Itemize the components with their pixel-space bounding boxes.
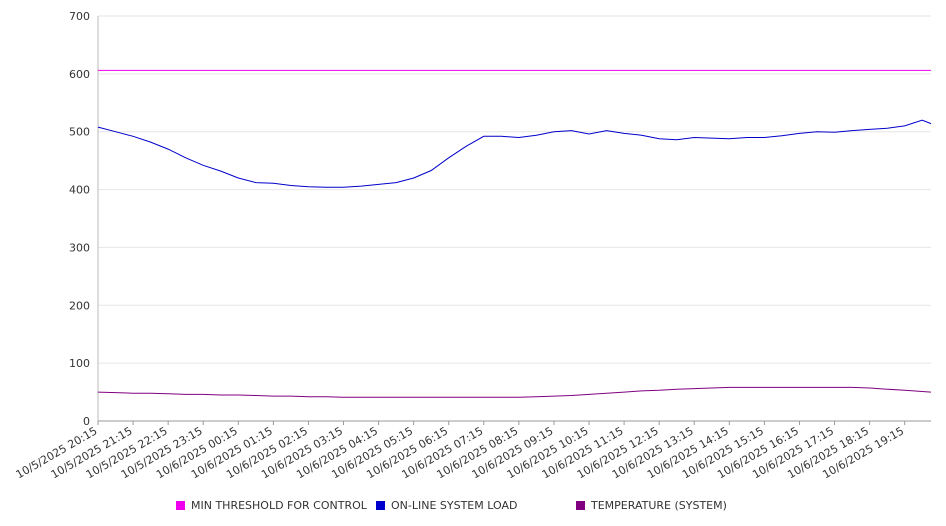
y-tick-label-100: 100 xyxy=(69,357,90,370)
legend-label-system-load: ON-LINE SYSTEM LOAD xyxy=(391,499,518,512)
y-tick-label-0: 0 xyxy=(83,415,90,428)
y-tick-label-500: 500 xyxy=(69,126,90,139)
legend-swatch-min-threshold xyxy=(176,501,185,510)
series-lines xyxy=(97,69,932,398)
legend-item-system-load[interactable]: ON-LINE SYSTEM LOAD xyxy=(376,499,517,512)
y-tick-label-700: 700 xyxy=(69,10,90,23)
legend-item-temperature[interactable]: TEMPERATURE (SYSTEM) xyxy=(576,499,727,512)
series-line-2 xyxy=(97,386,932,398)
line-chart: 0 100 200 300 400 500 600 700 10/5/2025 20:1510… xyxy=(14,10,932,481)
legend-item-min-threshold[interactable]: MIN THRESHOLD FOR CONTROL xyxy=(176,499,367,512)
y-tick-label-200: 200 xyxy=(69,299,90,312)
legend-label-min-threshold: MIN THRESHOLD FOR CONTROL xyxy=(191,499,367,512)
y-tick-label-300: 300 xyxy=(69,241,90,254)
legend-label-temperature: TEMPERATURE (SYSTEM) xyxy=(591,499,727,512)
y-tick-label-600: 600 xyxy=(69,68,90,81)
legend: MIN THRESHOLD FOR CONTROL ON-LINE SYSTEM… xyxy=(0,496,946,516)
legend-swatch-system-load xyxy=(376,501,385,510)
series-line-1 xyxy=(97,119,932,188)
y-axis: 0 100 200 300 400 500 600 700 xyxy=(69,10,90,428)
y-tick-label-400: 400 xyxy=(69,184,90,197)
legend-swatch-temperature xyxy=(576,501,585,510)
grid-lines xyxy=(98,15,931,422)
